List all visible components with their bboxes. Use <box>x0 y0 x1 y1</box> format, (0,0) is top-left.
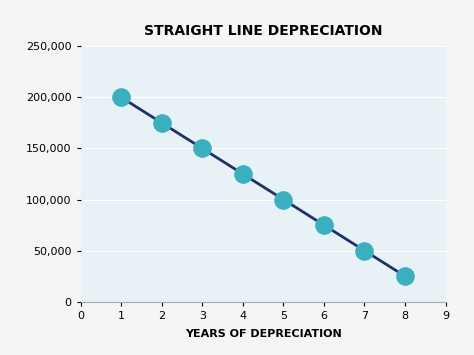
Point <box>361 248 368 253</box>
Title: STRAIGHT LINE DEPRECIATION: STRAIGHT LINE DEPRECIATION <box>144 24 383 38</box>
Point <box>199 146 206 151</box>
Point <box>158 120 165 126</box>
Point <box>401 273 409 279</box>
Point <box>239 171 246 177</box>
X-axis label: YEARS OF DEPRECIATION: YEARS OF DEPRECIATION <box>185 329 341 339</box>
Point <box>320 222 328 228</box>
Point <box>118 94 125 100</box>
Point <box>280 197 287 202</box>
